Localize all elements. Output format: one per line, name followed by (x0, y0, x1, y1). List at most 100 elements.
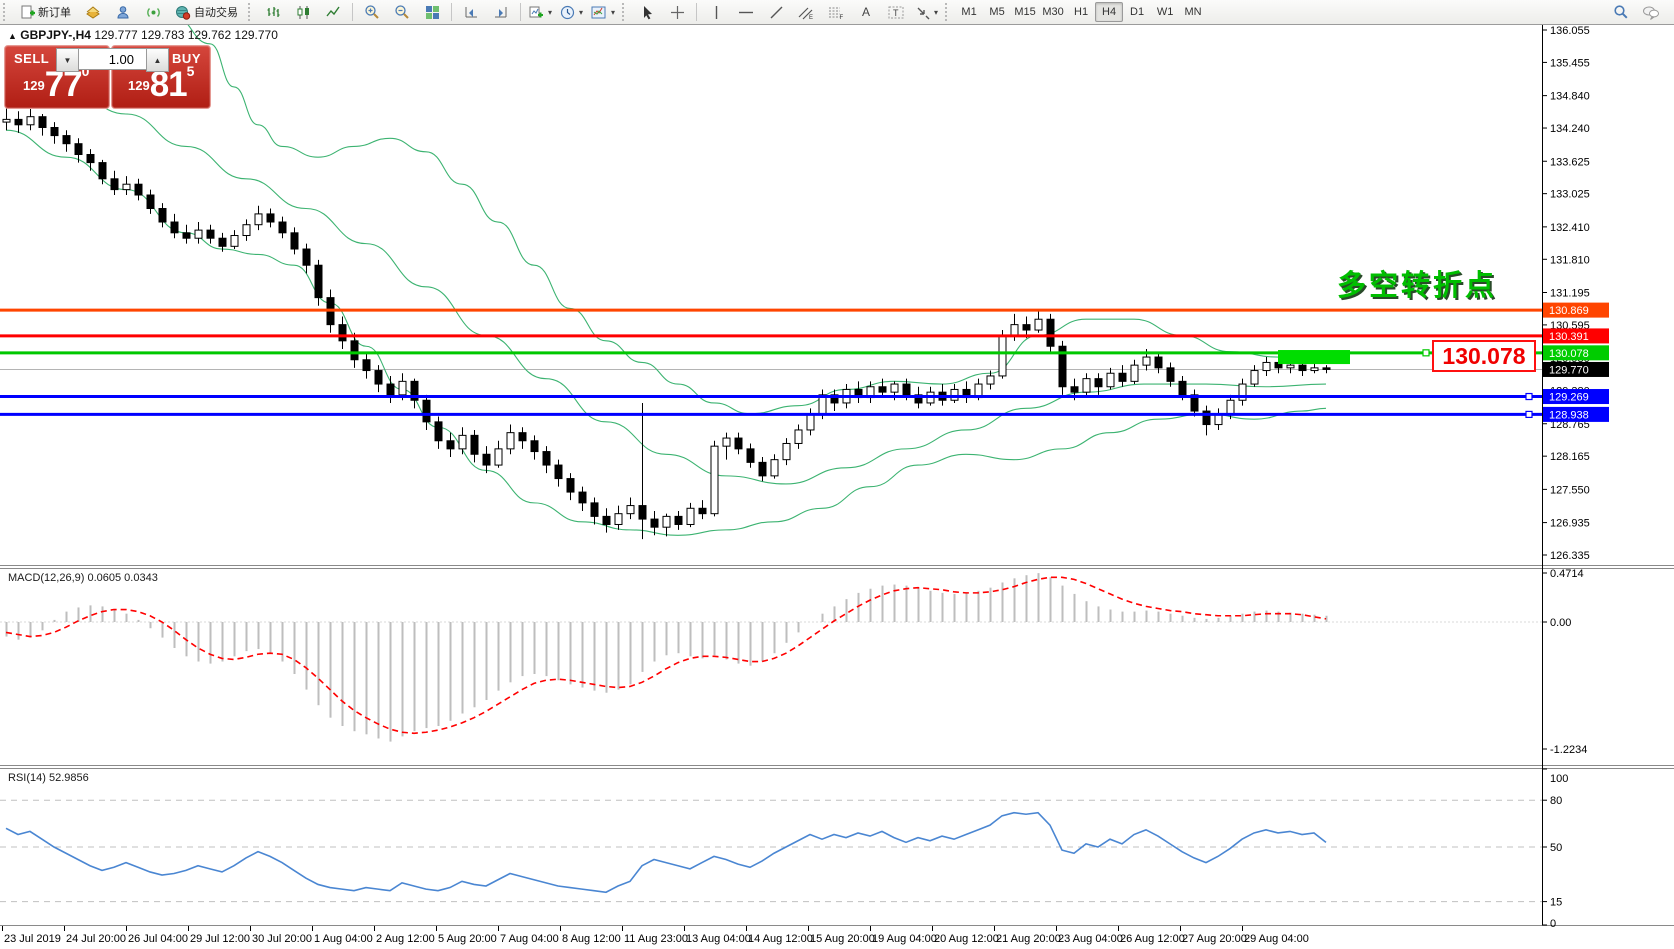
timeframe-h4-button[interactable]: H4 (1095, 2, 1124, 22)
toolbar-grip (945, 3, 952, 21)
fibonacci-button[interactable]: F (821, 1, 851, 23)
svg-text:1 Aug 04:00: 1 Aug 04:00 (314, 933, 373, 945)
ohlc-open: 129.777 (94, 28, 138, 42)
dropdown-caret: ▾ (548, 7, 553, 17)
bar-chart-button[interactable] (258, 1, 288, 23)
svg-text:30 Jul 20:00: 30 Jul 20:00 (252, 933, 312, 945)
market-watch-button[interactable] (78, 1, 108, 23)
crosshair-button[interactable] (662, 1, 692, 23)
vertical-line-button[interactable] (701, 1, 731, 23)
svg-text:128.938: 128.938 (1549, 409, 1589, 421)
macd-pane (0, 573, 1542, 742)
timeframe-w1-button[interactable]: W1 (1156, 6, 1174, 18)
volume-control: ▼ 1.00 ▲ (56, 48, 169, 72)
text-label-tool-button[interactable]: T (881, 1, 911, 23)
new-order-label: 新订单 (38, 7, 71, 19)
zoom-in-button[interactable] (357, 1, 387, 23)
signals-button[interactable] (138, 1, 168, 23)
macd-indicator-label: MACD(12,26,9) 0.0605 0.0343 (8, 572, 158, 584)
candlestick-chart-icon (297, 5, 309, 19)
ohlc-low: 129.762 (187, 28, 232, 42)
tile-windows-button[interactable] (417, 1, 447, 23)
chart-shift-icon (465, 6, 477, 17)
svg-text:135.455: 135.455 (1550, 57, 1590, 69)
add-chart-dropdown[interactable]: ▾ (525, 1, 556, 23)
svg-text:23 Jul 2019: 23 Jul 2019 (4, 933, 61, 945)
new-order-button[interactable]: 新订单 (13, 1, 78, 23)
fibonacci-icon: F (829, 7, 844, 20)
svg-text:29 Aug 04:00: 29 Aug 04:00 (1244, 933, 1309, 945)
volume-increase-button[interactable]: ▲ (146, 48, 169, 72)
equidistant-channel-button[interactable]: E (791, 1, 821, 23)
horizontal-line-button[interactable] (731, 1, 761, 23)
timeframe-mn-button[interactable]: MN (1184, 6, 1202, 18)
svg-text:130.078: 130.078 (1549, 348, 1589, 360)
svg-text:126.335: 126.335 (1550, 550, 1590, 562)
navigator-button[interactable] (108, 1, 138, 23)
templates-dropdown[interactable]: ▾ (587, 1, 619, 23)
rsi-pane (0, 799, 1542, 903)
price-label-box[interactable]: 130.078 (1432, 340, 1536, 372)
collapse-arrow-icon[interactable]: ▲ (8, 31, 17, 41)
periods-dropdown[interactable]: ▾ (556, 1, 587, 23)
arrows-icon (917, 7, 930, 19)
timeframe-m5-button[interactable]: M5 (989, 6, 1005, 18)
volume-decrease-button[interactable]: ▼ (56, 48, 79, 72)
sell-price: 129770 (23, 63, 89, 105)
periods-clock-icon (560, 5, 575, 19)
svg-text:2 Aug 12:00: 2 Aug 12:00 (376, 933, 435, 945)
annotation-text[interactable]: 多空转折点 (1337, 270, 1498, 302)
svg-text:129.269: 129.269 (1549, 392, 1589, 404)
cursor-icon (644, 5, 653, 19)
signals-icon (146, 7, 160, 17)
svg-text:130.391: 130.391 (1549, 331, 1589, 343)
svg-text:29 Jul 12:00: 29 Jul 12:00 (190, 933, 250, 945)
svg-text:129.770: 129.770 (1549, 364, 1589, 376)
dropdown-caret: ▾ (611, 7, 616, 17)
timeframe-m30-button[interactable]: M30 (1042, 6, 1064, 18)
svg-text:0: 0 (1550, 918, 1556, 930)
timeframe-d1-button[interactable]: D1 (1130, 6, 1145, 18)
price-axis: 136.055 135.455 134.840 134.240 133.625 133.0… (1542, 25, 1609, 562)
add-chart-icon (529, 6, 543, 17)
text-tool-button[interactable]: A (851, 1, 881, 23)
svg-text:80: 80 (1550, 795, 1562, 807)
svg-text:130.869: 130.869 (1549, 305, 1589, 317)
toolbar-separator (451, 3, 452, 21)
cursor-button[interactable] (632, 1, 662, 23)
svg-text:23 Aug 04:00: 23 Aug 04:00 (1058, 933, 1123, 945)
buy-label: BUY (172, 51, 201, 66)
svg-text:15: 15 (1550, 897, 1562, 909)
rsi-axis: 100 80 50 15 0 (1542, 768, 1568, 930)
ohlc-close: 129.770 (234, 28, 278, 42)
price-pane (0, 24, 1542, 540)
zoom-out-button[interactable] (387, 1, 417, 23)
svg-text:126.935: 126.935 (1550, 518, 1590, 530)
chart-shift-button[interactable] (456, 1, 486, 23)
timeframe-h1-button[interactable]: H1 (1074, 6, 1089, 18)
svg-text:19 Aug 04:00: 19 Aug 04:00 (872, 933, 937, 945)
search-button[interactable] (1606, 1, 1636, 23)
one-click-trading-panel: SELL 129770 BUY 129815 ▼ 1.00 ▲ (4, 45, 211, 109)
market-watch-icon (86, 5, 100, 19)
timeframe-m1-button[interactable]: M1 (961, 6, 977, 18)
line-chart-button[interactable] (318, 1, 348, 23)
chat-button[interactable] (1636, 1, 1666, 23)
autotrade-button[interactable]: 自动交易 (168, 1, 245, 23)
text-label-icon: T (888, 6, 904, 18)
volume-input[interactable]: 1.00 (79, 48, 146, 70)
trendline-button[interactable] (761, 1, 791, 23)
svg-text:8 Aug 12:00: 8 Aug 12:00 (562, 933, 621, 945)
arrows-dropdown[interactable]: ▾ (911, 1, 942, 23)
toolbar-separator (352, 3, 353, 21)
chart-autoscroll-button[interactable] (486, 1, 516, 23)
svg-text:0.00: 0.00 (1550, 617, 1571, 629)
vertical-line-icon (715, 5, 717, 19)
timeframe-m15-button[interactable]: M15 (1014, 6, 1036, 18)
sell-price-sup: 0 (81, 63, 90, 79)
candlestick-chart-button[interactable] (288, 1, 318, 23)
rsi-line (5, 811, 1327, 894)
svg-text:T: T (893, 8, 899, 18)
green-zone (1278, 350, 1350, 365)
